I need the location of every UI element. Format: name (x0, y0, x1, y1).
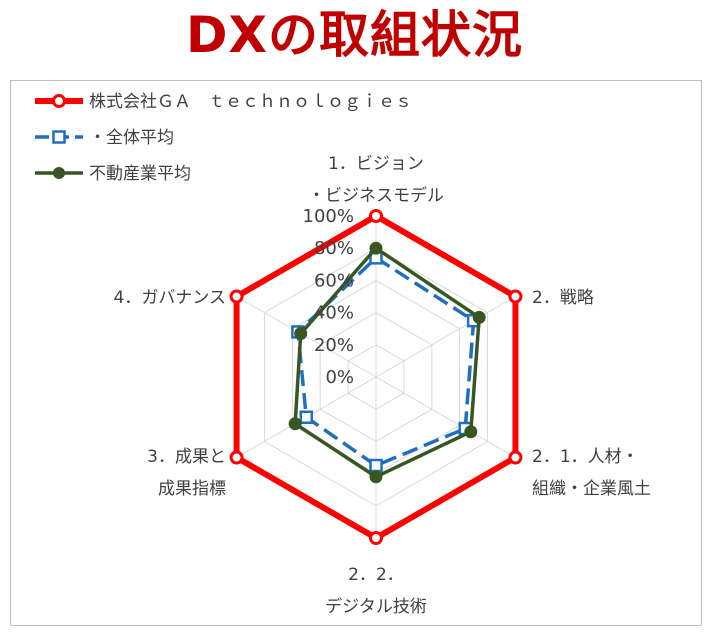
tick-label: 0% (325, 367, 354, 388)
radar-chart: 0% 20% 40% 60% 80% 100% 1．ビジョン・ビジネスモデル 2．戦略 2．1… (35, 92, 651, 617)
tick-label: 20% (314, 335, 354, 356)
data-point (369, 531, 383, 545)
axis-label: 組織・企業風土 (532, 479, 651, 499)
axis-label: 2．戦略 (532, 288, 594, 308)
data-point (288, 417, 302, 431)
legend-marker (52, 94, 66, 108)
series-2 (288, 241, 486, 484)
axis-label: 4．ガバナンス (114, 288, 226, 308)
tick-label: 60% (314, 270, 354, 291)
legend-label: 不動産業平均 (89, 164, 191, 184)
data-point (508, 450, 523, 465)
data-point (369, 458, 383, 473)
tick-label: 80% (314, 238, 354, 259)
data-point (369, 470, 383, 484)
tick-label: 40% (314, 303, 354, 324)
legend-item: 不動産業平均 (35, 164, 191, 184)
axis-label: デジタル技術 (325, 596, 427, 617)
axis-label: 2．2． (348, 565, 404, 585)
legend-item: 株式会社ＧＡ ｔｅｃｈｎｏｌｏｇｉｅｓ (35, 92, 412, 112)
data-point (508, 289, 523, 304)
tick-label: 100% (303, 206, 354, 227)
data-point (299, 410, 314, 424)
data-point (369, 241, 383, 255)
data-point (464, 425, 478, 439)
legend-marker (52, 130, 66, 144)
data-point (229, 450, 244, 465)
legend-item: ・全体平均 (35, 128, 174, 148)
series-0 (229, 209, 523, 545)
legend-label: ・全体平均 (89, 128, 174, 148)
axis-label: ・ビジネスモデル (308, 185, 444, 206)
legend-marker (53, 167, 65, 179)
page-title: DXの取組状況 (185, 6, 524, 64)
axis-label: 3．成果と (147, 447, 226, 467)
data-point (472, 310, 486, 324)
axis-label: 1．ビジョン (328, 154, 424, 174)
legend-label: 株式会社ＧＡ ｔｅｃｈｎｏｌｏｇｉｅｓ (89, 92, 412, 112)
axis-label: 2．1．人材・ (532, 447, 639, 467)
axis-label: 成果指標 (158, 479, 226, 499)
axis-spoke (375, 376, 516, 458)
data-point (229, 289, 244, 304)
axis-spoke (375, 296, 516, 378)
radar-chart-frame: 0% 20% 40% 60% 80% 100% 1．ビジョン ・ビジネスモデル 2．戦略 2．1… (10, 80, 702, 626)
data-point (369, 209, 383, 223)
data-point (294, 327, 308, 341)
